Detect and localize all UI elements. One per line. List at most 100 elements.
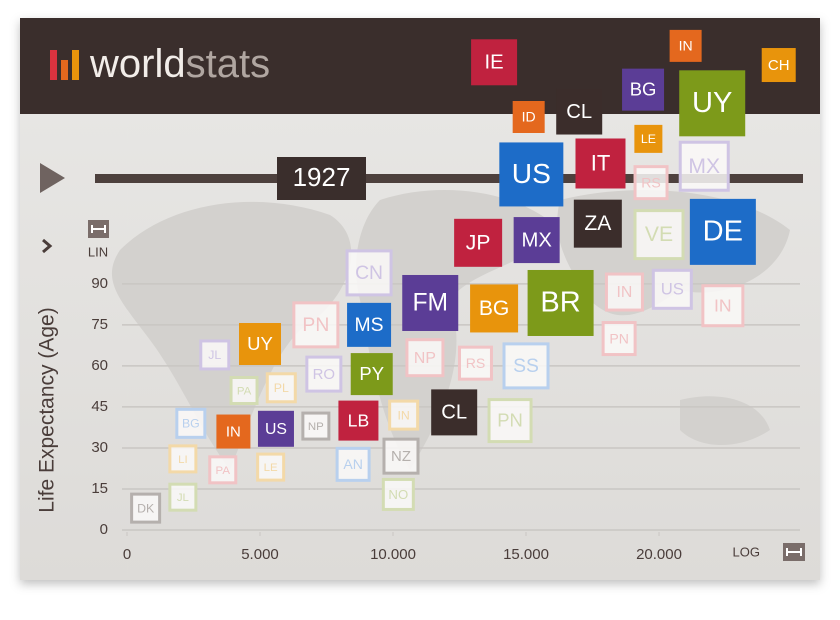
country-box[interactable]: PA bbox=[208, 455, 238, 485]
country-box[interactable]: BG bbox=[175, 407, 207, 439]
point bbox=[454, 218, 503, 267]
country-box[interactable]: IN bbox=[604, 272, 644, 312]
country-box[interactable]: LB bbox=[338, 400, 379, 441]
point-label: RS bbox=[466, 355, 486, 371]
point bbox=[487, 398, 533, 444]
point-label: BG bbox=[182, 417, 200, 431]
y-tick-label: 75 bbox=[91, 316, 108, 333]
point bbox=[292, 301, 340, 349]
country-box[interactable]: JL bbox=[168, 482, 198, 512]
country-box[interactable]: CL bbox=[431, 389, 478, 436]
country-box[interactable]: PN bbox=[487, 398, 533, 444]
x-scale-icon bbox=[786, 548, 802, 556]
y-axis-label: Life Expectancy (Age) bbox=[36, 307, 59, 512]
timeline-track[interactable] bbox=[95, 174, 803, 183]
point bbox=[513, 217, 560, 264]
country-box[interactable]: PA bbox=[229, 376, 259, 406]
country-box[interactable]: JP bbox=[454, 218, 503, 267]
country-box[interactable]: PN bbox=[601, 321, 637, 357]
country-box[interactable]: ID bbox=[512, 100, 545, 133]
country-box[interactable]: CH bbox=[761, 48, 796, 83]
point-label: PL bbox=[274, 381, 289, 395]
country-box[interactable]: BG bbox=[622, 68, 665, 111]
country-box[interactable]: RS bbox=[457, 345, 493, 381]
point-label: RO bbox=[313, 366, 335, 383]
country-box[interactable]: IN bbox=[216, 414, 251, 449]
y-tick-label: 90 bbox=[91, 275, 108, 292]
country-box[interactable]: NZ bbox=[382, 437, 420, 475]
country-box[interactable]: NO bbox=[381, 477, 415, 511]
country-box[interactable]: PY bbox=[350, 353, 393, 396]
country-box[interactable]: LE bbox=[256, 452, 286, 482]
point-label: RS bbox=[641, 174, 661, 190]
point-label: US bbox=[512, 158, 551, 189]
country-box[interactable]: IT bbox=[575, 138, 626, 189]
country-box[interactable]: BG bbox=[470, 284, 519, 333]
x-tick-label: 0 bbox=[123, 546, 131, 563]
country-box[interactable]: LI bbox=[168, 444, 198, 474]
country-box[interactable]: AN bbox=[335, 446, 371, 482]
country-box[interactable]: CN bbox=[345, 249, 393, 297]
country-box[interactable]: DE bbox=[689, 198, 756, 265]
country-box[interactable]: ZA bbox=[573, 199, 622, 248]
point bbox=[679, 70, 746, 137]
point bbox=[350, 353, 393, 396]
country-box[interactable]: UY bbox=[239, 323, 282, 366]
country-box[interactable]: CL bbox=[556, 88, 603, 135]
play-button[interactable] bbox=[40, 163, 65, 193]
point-label: MX bbox=[688, 155, 720, 178]
year-handle[interactable] bbox=[277, 157, 366, 200]
point-label: IN bbox=[226, 423, 241, 440]
country-box[interactable]: DK bbox=[130, 492, 162, 524]
country-box[interactable]: MS bbox=[347, 302, 392, 347]
point-label: UY bbox=[692, 87, 732, 119]
country-box[interactable]: UY bbox=[679, 70, 746, 137]
country-box[interactable]: US bbox=[499, 142, 564, 207]
y-tick-label: 15 bbox=[91, 480, 108, 497]
point-label: IN bbox=[679, 38, 693, 54]
country-box[interactable]: LE bbox=[634, 124, 663, 153]
y-tick-label: 60 bbox=[91, 357, 108, 374]
country-box[interactable]: BR bbox=[527, 269, 594, 336]
point bbox=[402, 274, 459, 331]
year-label: 1927 bbox=[293, 162, 351, 192]
point-label: CH bbox=[768, 57, 790, 74]
country-box[interactable]: US bbox=[257, 410, 294, 447]
country-box[interactable]: RS bbox=[633, 165, 669, 201]
country-box[interactable]: MX bbox=[513, 217, 560, 264]
point bbox=[175, 407, 207, 439]
point-label: JP bbox=[466, 231, 491, 254]
country-box[interactable]: JL bbox=[199, 339, 231, 371]
point-label: JL bbox=[208, 348, 221, 362]
country-box[interactable]: MX bbox=[678, 140, 730, 192]
country-box[interactable]: IN bbox=[701, 284, 745, 328]
point bbox=[405, 338, 445, 378]
point-label: JL bbox=[177, 492, 189, 504]
country-box[interactable]: PL bbox=[265, 372, 297, 404]
point bbox=[381, 477, 415, 511]
point-label: CL bbox=[566, 101, 592, 123]
country-box[interactable]: RO bbox=[305, 355, 343, 393]
point bbox=[575, 138, 626, 189]
country-box[interactable]: IE bbox=[471, 39, 518, 86]
country-box[interactable]: IN bbox=[669, 29, 702, 62]
point-label: PN bbox=[302, 314, 329, 336]
point bbox=[499, 142, 564, 207]
country-box[interactable]: PN bbox=[292, 301, 340, 349]
country-box[interactable]: US bbox=[651, 268, 693, 310]
point bbox=[622, 68, 665, 111]
country-box[interactable]: VE bbox=[633, 209, 685, 261]
point-label: LB bbox=[348, 410, 370, 430]
point-label: MS bbox=[355, 314, 384, 336]
point bbox=[601, 321, 637, 357]
country-box[interactable]: NP bbox=[405, 338, 445, 378]
country-box[interactable]: NP bbox=[301, 411, 331, 441]
point bbox=[471, 39, 518, 86]
point-label: PA bbox=[216, 465, 231, 477]
expand-arrow[interactable] bbox=[42, 238, 53, 254]
country-box[interactable]: IN bbox=[388, 399, 420, 431]
point bbox=[633, 209, 685, 261]
point bbox=[431, 389, 478, 436]
country-box[interactable]: SS bbox=[502, 342, 550, 390]
country-box[interactable]: FM bbox=[402, 274, 459, 331]
